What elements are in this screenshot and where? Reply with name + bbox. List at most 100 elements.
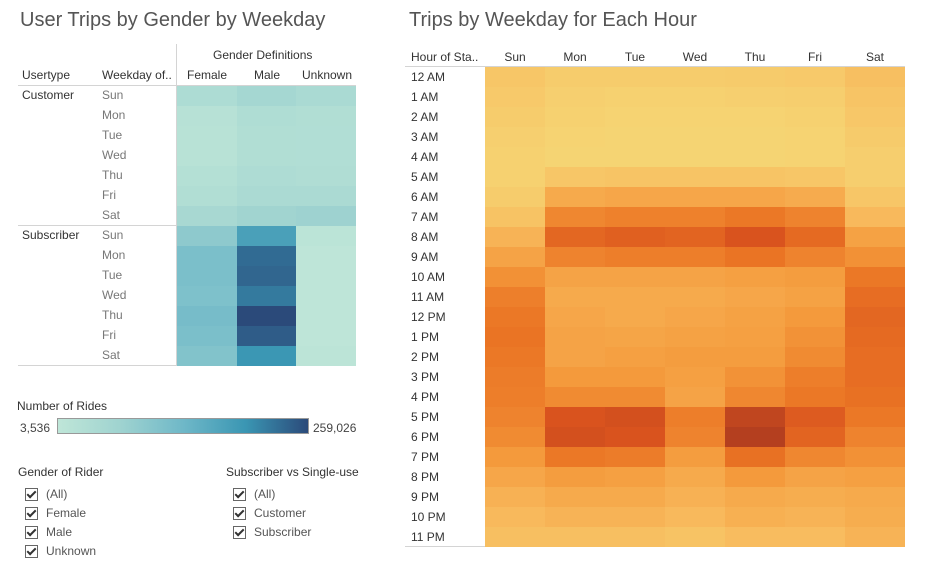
hour-heat-cell bbox=[845, 407, 905, 427]
filter-option-label: Customer bbox=[254, 506, 307, 520]
hour-label: 12 PM bbox=[411, 310, 446, 324]
hour-heat-cell bbox=[725, 327, 785, 347]
hour-heat-cell bbox=[785, 227, 845, 247]
gender-heat-cell bbox=[296, 146, 357, 166]
hour-heat-cell bbox=[485, 427, 545, 447]
checkbox-checked-icon[interactable] bbox=[25, 506, 38, 520]
gender-heat-cell bbox=[296, 106, 357, 126]
usertype-column-header: Usertype bbox=[22, 68, 71, 82]
heatmap-top-border bbox=[405, 66, 905, 67]
hour-heat-cell bbox=[545, 367, 605, 387]
weekday-label: Mon bbox=[102, 108, 126, 122]
gender-heat-cell bbox=[296, 126, 357, 146]
hour-heat-cell bbox=[785, 367, 845, 387]
hour-label: 3 AM bbox=[411, 130, 439, 144]
hour-heat-cell bbox=[725, 147, 785, 167]
checkbox-checked-icon[interactable] bbox=[233, 487, 246, 501]
hour-heat-cell bbox=[605, 467, 665, 487]
hour-heat-cell bbox=[665, 467, 725, 487]
gender-heat-cell bbox=[236, 286, 297, 306]
hour-heat-cell bbox=[845, 467, 905, 487]
filter-option-unknown[interactable]: Unknown bbox=[25, 543, 96, 559]
weekday-label: Wed bbox=[102, 148, 127, 162]
hour-heat-cell bbox=[605, 327, 665, 347]
hour-heat-cell bbox=[665, 447, 725, 467]
weekday-label: Tue bbox=[102, 128, 123, 142]
hour-heat-cell bbox=[845, 447, 905, 467]
hour-heat-cell bbox=[845, 387, 905, 407]
hour-heat-cell bbox=[845, 347, 905, 367]
hour-heat-cell bbox=[725, 187, 785, 207]
hour-heat-cell bbox=[665, 407, 725, 427]
hour-heat-cell bbox=[545, 427, 605, 447]
gender-heat-cell bbox=[177, 186, 237, 206]
color-legend-bar bbox=[57, 418, 309, 434]
day-header-sun: Sun bbox=[504, 50, 526, 64]
filter-option-subscriber[interactable]: Subscriber bbox=[233, 524, 311, 540]
hour-heat-cell bbox=[845, 487, 905, 507]
hour-label: 11 PM bbox=[411, 530, 445, 544]
checkbox-checked-icon[interactable] bbox=[25, 525, 38, 539]
table-divider bbox=[176, 44, 177, 365]
hour-heat-cell bbox=[485, 387, 545, 407]
hour-heat-cell bbox=[545, 467, 605, 487]
hour-heat-cell bbox=[725, 347, 785, 367]
gender-heat-cell bbox=[296, 346, 357, 366]
checkbox-checked-icon[interactable] bbox=[25, 544, 38, 558]
hour-heat-cell bbox=[785, 67, 845, 87]
hour-heat-cell bbox=[845, 267, 905, 287]
hour-heat-cell bbox=[845, 67, 905, 87]
hour-heat-cell bbox=[725, 487, 785, 507]
hour-label: 11 AM bbox=[411, 290, 445, 304]
hour-heat-cell bbox=[485, 307, 545, 327]
hour-heat-cell bbox=[545, 407, 605, 427]
filter-option-male[interactable]: Male bbox=[25, 524, 72, 540]
filter-option-customer[interactable]: Customer bbox=[233, 505, 306, 521]
weekday-label: Thu bbox=[102, 168, 123, 182]
hour-heat-cell bbox=[485, 287, 545, 307]
hour-heat-cell bbox=[725, 467, 785, 487]
hour-heat-cell bbox=[785, 427, 845, 447]
hour-heat-cell bbox=[845, 327, 905, 347]
hour-heat-cell bbox=[605, 387, 665, 407]
hour-heat-cell bbox=[845, 367, 905, 387]
gender-heat-cell bbox=[236, 86, 297, 106]
hour-heat-cell bbox=[785, 387, 845, 407]
gender-header-female: Female bbox=[186, 68, 227, 82]
hour-heat-cell bbox=[545, 67, 605, 87]
hour-heat-cell bbox=[725, 227, 785, 247]
hour-label: 8 PM bbox=[411, 470, 440, 484]
hour-heat-cell bbox=[665, 167, 725, 187]
checkbox-checked-icon[interactable] bbox=[233, 506, 246, 520]
checkbox-checked-icon[interactable] bbox=[233, 525, 246, 539]
gender-heat-cell bbox=[177, 226, 237, 246]
hour-column-header: Hour of Sta.. bbox=[411, 50, 479, 64]
weekday-label: Thu bbox=[102, 308, 123, 322]
hour-heat-cell bbox=[545, 227, 605, 247]
filter-option-all[interactable]: (All) bbox=[25, 486, 67, 502]
hour-heat-cell bbox=[725, 247, 785, 267]
hour-heat-cell bbox=[605, 227, 665, 247]
hour-heat-cell bbox=[545, 187, 605, 207]
legend-max-label: 259,026 bbox=[313, 421, 357, 435]
hour-label: 12 AM bbox=[411, 70, 446, 84]
gender-heat-cell bbox=[296, 266, 357, 286]
hour-heat-cell bbox=[845, 147, 905, 167]
filter-option-all[interactable]: (All) bbox=[233, 486, 275, 502]
hour-heat-cell bbox=[785, 507, 845, 527]
hour-heat-cell bbox=[725, 387, 785, 407]
checkbox-checked-icon[interactable] bbox=[25, 487, 38, 501]
hour-heat-cell bbox=[725, 67, 785, 87]
hour-heat-cell bbox=[725, 267, 785, 287]
hour-label: 9 AM bbox=[411, 250, 439, 264]
left-chart-title: User Trips by Gender by Weekday bbox=[20, 9, 326, 31]
hour-label: 5 AM bbox=[411, 170, 439, 184]
hour-heat-cell bbox=[545, 327, 605, 347]
hour-heat-cell bbox=[545, 527, 605, 547]
filter-option-label: Male bbox=[46, 525, 73, 539]
weekday-label: Sun bbox=[102, 228, 124, 242]
filter-option-female[interactable]: Female bbox=[25, 505, 86, 521]
gender-definitions-header: Gender Definitions bbox=[213, 48, 313, 62]
hour-heat-cell bbox=[725, 167, 785, 187]
hour-heat-cell bbox=[725, 447, 785, 467]
